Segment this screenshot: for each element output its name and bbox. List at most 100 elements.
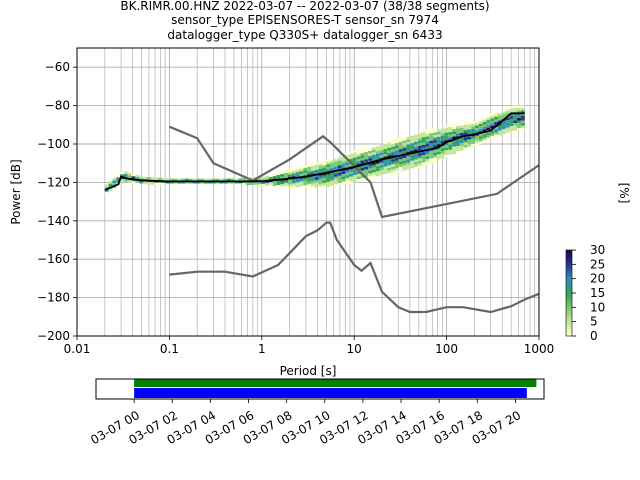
density-cell	[326, 159, 331, 162]
density-cell	[429, 153, 434, 156]
density-cell	[387, 162, 392, 166]
density-cell	[360, 168, 365, 171]
density-cell	[482, 117, 487, 120]
density-cell	[475, 135, 479, 139]
density-cell	[436, 141, 441, 145]
density-cell	[383, 161, 388, 165]
density-cell	[513, 128, 518, 131]
density-cell	[372, 147, 376, 150]
density-cell	[482, 132, 487, 135]
density-cell	[341, 156, 346, 160]
density-cell	[318, 166, 323, 169]
density-cell	[383, 146, 388, 150]
density-cell	[463, 137, 468, 140]
density-cell	[421, 162, 426, 165]
density-cell	[402, 150, 407, 154]
density-cell	[364, 166, 369, 170]
density-cell	[387, 140, 392, 143]
density-cell	[444, 150, 449, 153]
density-cell	[440, 133, 445, 137]
density-cell	[177, 181, 182, 184]
density-cell	[303, 172, 308, 176]
density-cell	[486, 125, 491, 128]
density-cell	[303, 185, 308, 188]
x-tick-label: 0.01	[64, 342, 91, 356]
density-cell	[436, 149, 441, 152]
density-cell	[280, 179, 285, 182]
density-cell	[497, 123, 502, 126]
density-cell	[421, 139, 426, 143]
density-cell	[452, 134, 456, 137]
density-cell	[387, 157, 392, 161]
density-cell	[421, 142, 426, 145]
density-cell	[349, 181, 353, 185]
density-cell	[455, 128, 460, 132]
density-cell	[391, 159, 395, 162]
density-cell	[379, 147, 384, 151]
density-cell	[429, 155, 434, 159]
density-cell	[341, 161, 346, 165]
density-cell	[398, 146, 403, 150]
density-cell	[463, 147, 468, 150]
density-cell	[444, 155, 449, 158]
density-cell	[517, 123, 521, 126]
density-cell	[104, 191, 109, 195]
density-cell	[455, 146, 460, 149]
density-cell	[372, 149, 376, 153]
density-cell	[268, 177, 273, 180]
colorbar-tick-label: 20	[590, 272, 605, 286]
density-cell	[455, 126, 460, 129]
density-cell	[314, 172, 319, 175]
density-cell	[429, 138, 434, 141]
density-cell	[356, 154, 361, 157]
density-cell	[165, 178, 170, 181]
density-cell	[402, 155, 407, 159]
density-cell	[352, 180, 357, 183]
density-cell	[318, 161, 323, 164]
colorbar-tick-label: 25	[590, 257, 605, 271]
density-cell	[337, 165, 342, 168]
density-cell	[417, 160, 422, 164]
density-cell	[513, 105, 518, 109]
density-cell	[501, 126, 506, 130]
density-cell	[349, 164, 353, 167]
density-cell	[455, 131, 460, 134]
density-cell	[318, 171, 323, 174]
data-coverage-bars	[134, 379, 537, 398]
density-cell	[379, 160, 384, 163]
coverage-bar-blue	[134, 388, 527, 398]
density-cell	[146, 177, 151, 180]
density-cell	[326, 181, 331, 185]
density-cell	[288, 174, 292, 177]
density-cell	[158, 182, 163, 186]
density-cell	[417, 165, 422, 169]
density-cell	[116, 174, 121, 178]
density-cell	[455, 138, 460, 142]
density-cell	[303, 167, 308, 171]
density-cell	[387, 170, 392, 173]
density-cell	[505, 130, 510, 133]
density-cell	[410, 140, 414, 144]
density-cell	[322, 162, 327, 166]
density-cell	[387, 160, 392, 163]
density-cell	[295, 184, 300, 188]
density-cell	[425, 151, 430, 155]
density-cell	[337, 180, 342, 183]
density-cell	[436, 136, 441, 140]
density-cell	[391, 154, 395, 157]
density-cell	[509, 108, 514, 112]
density-cell	[310, 163, 315, 166]
density-cell	[425, 144, 430, 147]
density-cell	[204, 181, 208, 184]
density-cell	[352, 150, 357, 153]
density-cell	[436, 129, 441, 132]
density-cell	[475, 120, 479, 124]
density-cell	[368, 150, 373, 154]
density-cell	[455, 143, 460, 147]
density-cell	[417, 153, 422, 156]
density-cell	[494, 111, 498, 115]
density-cell	[314, 174, 319, 178]
density-cell	[402, 138, 407, 141]
density-cell	[280, 174, 285, 177]
density-cell	[360, 155, 365, 159]
